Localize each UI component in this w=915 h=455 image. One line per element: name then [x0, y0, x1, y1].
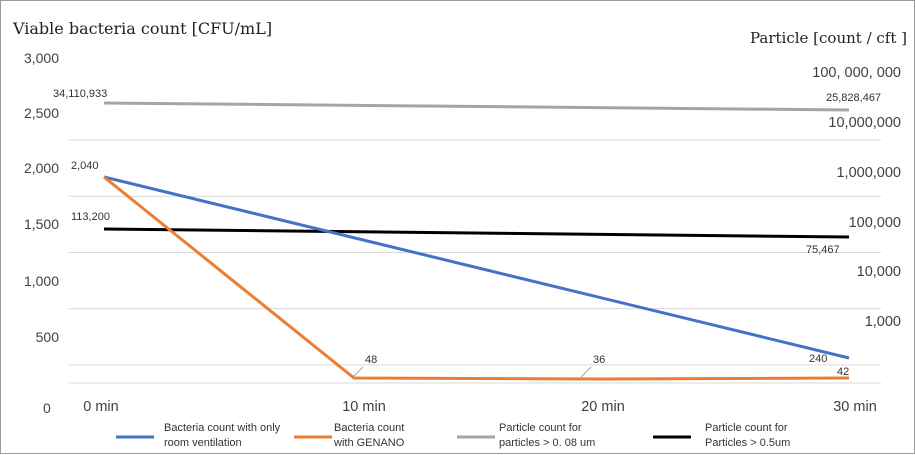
legend-label: Bacteria count with only	[164, 422, 281, 434]
legend-label: with GENANO	[333, 437, 405, 449]
data-labels: 34,110,933 25,828,467 2,040 113,200 75,467 48…	[53, 88, 881, 378]
left-tick-label: 0	[43, 400, 51, 416]
right-tick-label: 10,000,000	[828, 115, 901, 131]
gridlines	[69, 139, 881, 384]
right-axis-ticks: 100, 000, 000 10,000,000 1,000,000 100,000 1…	[812, 65, 901, 330]
left-tick-label: 3,000	[24, 50, 59, 66]
left-axis-ticks: 3,000 2,500 2,000 1,500 1,000 500 0	[24, 50, 59, 416]
legend-label: Particles > 0.5um	[705, 437, 790, 449]
right-tick-label: 10,000	[857, 264, 901, 280]
right-tick-label: 1,000,000	[836, 165, 901, 181]
data-label: 2,040	[71, 160, 99, 172]
series-lines	[103, 101, 850, 381]
series-line	[103, 227, 850, 239]
right-tick-label: 100, 000, 000	[812, 65, 901, 81]
x-tick-label: 30 min	[833, 399, 877, 415]
left-tick-label: 500	[36, 329, 60, 345]
legend-label: particles > 0. 08 um	[499, 437, 595, 449]
data-label: 25,828,467	[826, 92, 881, 104]
data-label: 36	[593, 354, 605, 366]
legend-label: Particle count for	[499, 422, 582, 434]
series-line	[103, 175, 850, 381]
label-leader-line	[580, 366, 592, 378]
x-axis-ticks: 0 min 10 min 20 min 30 min	[83, 399, 877, 415]
x-tick-label: 20 min	[581, 399, 625, 415]
data-label: 240	[809, 353, 827, 365]
left-tick-label: 2,000	[24, 160, 59, 176]
left-tick-label: 1,000	[24, 273, 59, 289]
data-label: 113,200	[71, 211, 110, 223]
y-axis-title-right: Particle [count / cft ]	[750, 29, 907, 47]
label-leader-line	[353, 366, 364, 377]
right-tick-label: 100,000	[849, 215, 901, 231]
left-tick-label: 1,500	[24, 216, 59, 232]
data-label: 75,467	[806, 244, 840, 256]
series-line	[103, 101, 850, 112]
y-axis-title-left: Viable bacteria count [CFU/mL]	[12, 19, 272, 38]
x-tick-label: 0 min	[83, 399, 118, 415]
right-tick-label: 1,000	[865, 314, 901, 330]
legend-label: room ventilation	[164, 437, 242, 449]
legend-label: Particle count for	[705, 422, 788, 434]
data-label: 48	[365, 354, 377, 366]
legend: Bacteria count with only room ventilation…	[116, 422, 790, 449]
legend-label: Bacteria count	[334, 422, 404, 434]
x-tick-label: 10 min	[342, 399, 386, 415]
left-tick-label: 2,500	[24, 105, 59, 121]
data-label: 34,110,933	[53, 88, 107, 100]
data-label: 42	[837, 366, 849, 378]
series-line	[103, 175, 850, 360]
